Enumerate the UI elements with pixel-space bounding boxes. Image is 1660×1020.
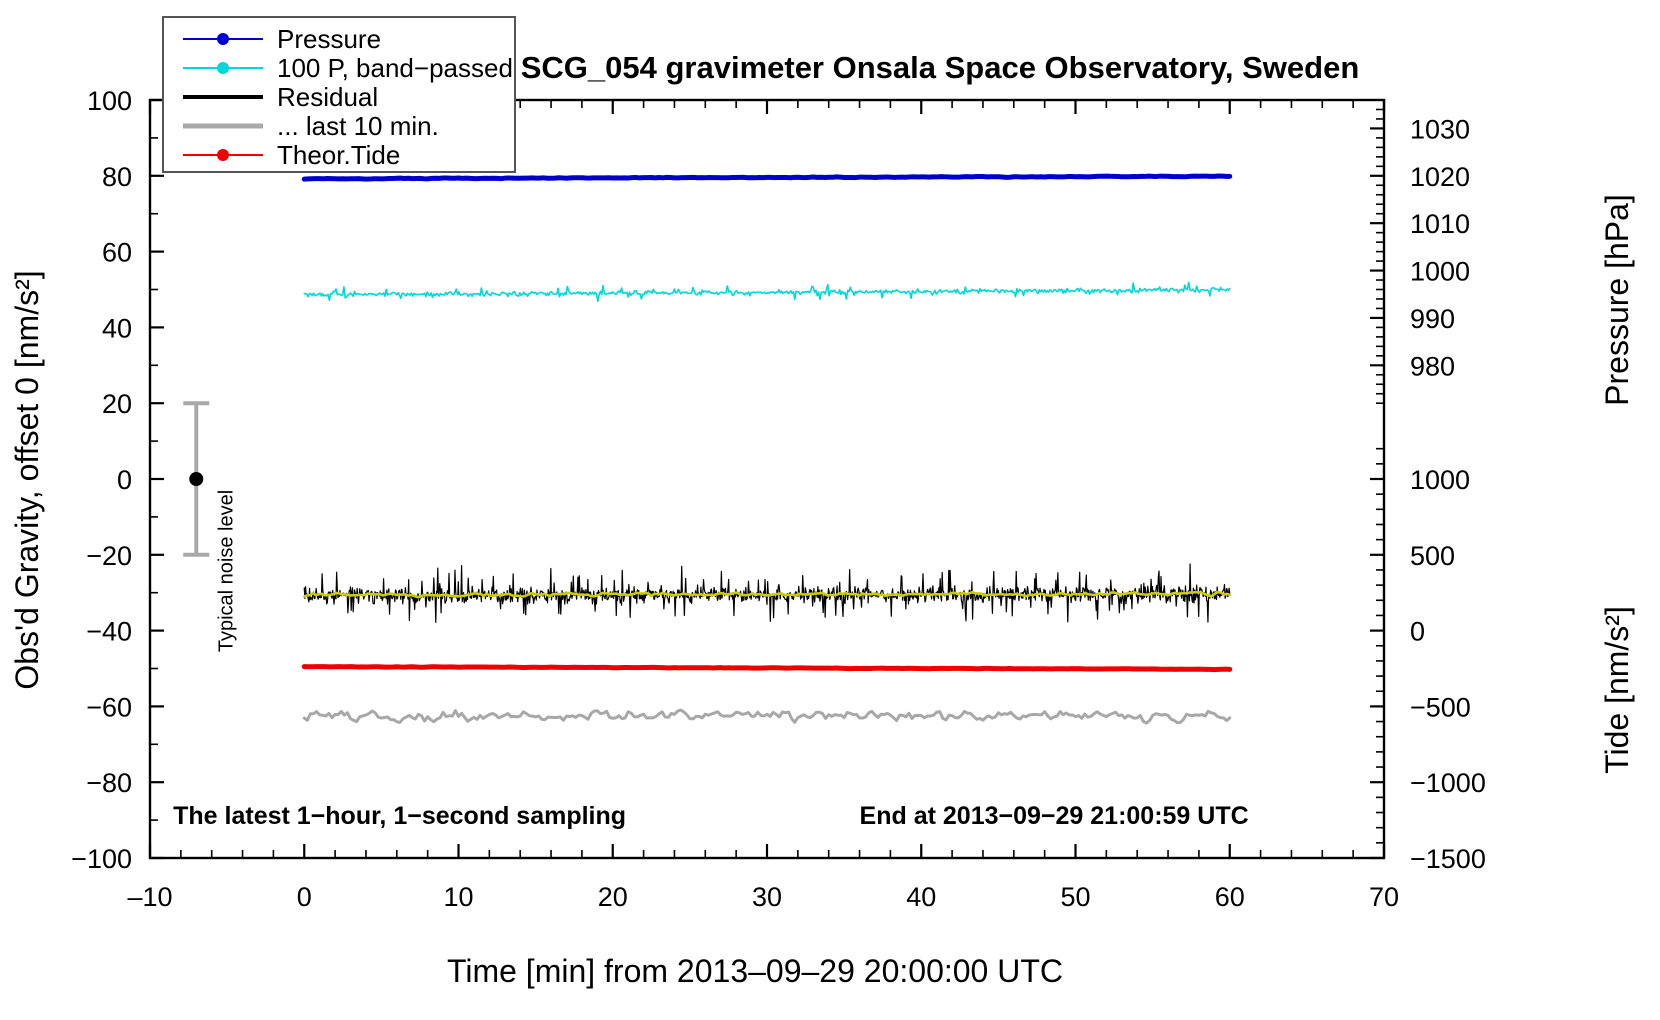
x-tick-label: ‒10 xyxy=(127,882,172,912)
typical-noise-level-label: Typical noise level xyxy=(215,490,237,652)
y-axis-title-left: Obs'd Gravity, offset 0 [nm/s²] xyxy=(9,270,45,689)
y-tick-label-tide: 1000 xyxy=(1410,465,1470,495)
y-tick-label-tide: −1500 xyxy=(1410,844,1486,874)
noise-bar-center-dot xyxy=(189,472,204,486)
y-tick-label-left: −100 xyxy=(71,844,132,874)
y-tick-label-left: −20 xyxy=(86,541,132,571)
x-tick-label: 20 xyxy=(598,882,628,912)
annotations-layer: Typical noise level The latest 1−hour, 1−… xyxy=(173,401,1249,830)
legend-label: Residual xyxy=(277,82,378,112)
y-tick-label-left: −80 xyxy=(86,768,132,798)
x-axis-title: Time [min] from 2013‒09‒29 20:00:00 UTC xyxy=(447,953,1063,989)
data-traces-layer xyxy=(301,173,1233,725)
trace-theor-tide xyxy=(301,664,1233,673)
y-tick-label-tide: −1000 xyxy=(1410,768,1486,798)
legend-marker-dot xyxy=(217,149,229,161)
legend-item-pressure[interactable]: Pressure xyxy=(183,24,381,54)
x-tick-label: 40 xyxy=(906,882,936,912)
legend-label: Theor.Tide xyxy=(277,140,400,170)
y-tick-label-pressure: 990 xyxy=(1410,304,1455,334)
legend-item-100-p-band-passed[interactable]: 100 P, band−passed xyxy=(183,53,513,83)
y-tick-label-left: −60 xyxy=(86,692,132,722)
legend-marker-dot xyxy=(217,62,229,74)
y-tick-label-pressure: 980 xyxy=(1410,351,1455,381)
end-time-note: End at 2013−09−29 21:00:59 UTC xyxy=(860,802,1249,830)
legend-item-residual[interactable]: Residual xyxy=(183,82,378,112)
x-tick-label: 50 xyxy=(1060,882,1090,912)
legend-label: ... last 10 min. xyxy=(277,111,439,141)
y-tick-label-tide: 0 xyxy=(1410,617,1425,647)
x-tick-label: 60 xyxy=(1215,882,1245,912)
x-tick-label: 0 xyxy=(297,882,312,912)
legend-item-theor-tide[interactable]: Theor.Tide xyxy=(183,140,400,170)
legend-label: 100 P, band−passed xyxy=(277,53,513,83)
x-tick-label: 30 xyxy=(752,882,782,912)
y-axis-title-pressure: Pressure [hPa] xyxy=(1599,194,1635,406)
y-axis-title-tide: Tide [nm/s²] xyxy=(1599,606,1635,774)
legend-marker-dot xyxy=(217,33,229,45)
y-tick-label-left: 60 xyxy=(102,238,132,268)
y-tick-label-tide: −500 xyxy=(1410,692,1471,722)
legend-item-last-10-min[interactable]: ... last 10 min. xyxy=(183,111,439,141)
tick-labels-layer: ‒10 0 10 20 30 40 50 60 70−100−80−60−40−20020406… xyxy=(71,86,1486,912)
trace-pressure xyxy=(301,173,1233,182)
y-tick-label-left: −40 xyxy=(86,617,132,647)
y-tick-label-left: 100 xyxy=(87,86,132,116)
page-title: SCG_054 gravimeter Onsala Space Observat… xyxy=(521,50,1360,85)
y-tick-label-tide: 500 xyxy=(1410,541,1455,571)
trace-last-10-min xyxy=(302,708,1232,725)
x-tick-label: 10 xyxy=(443,882,473,912)
y-tick-label-pressure: 1030 xyxy=(1410,114,1470,144)
y-tick-label-left: 0 xyxy=(117,465,132,495)
y-tick-label-pressure: 1020 xyxy=(1410,162,1470,192)
y-tick-label-pressure: 1000 xyxy=(1410,257,1470,287)
y-tick-label-left: 80 xyxy=(102,162,132,192)
x-tick-label: 70 xyxy=(1369,882,1399,912)
y-tick-label-left: 40 xyxy=(102,313,132,343)
trace-residual-smoothed xyxy=(302,590,1232,599)
legend-label: Pressure xyxy=(277,24,381,54)
sampling-note: The latest 1−hour, 1−second sampling xyxy=(173,802,626,830)
trace-100-p-band-passed xyxy=(303,281,1231,302)
trace-residual xyxy=(303,563,1231,624)
axes-layer xyxy=(148,98,1386,860)
y-tick-label-pressure: 1010 xyxy=(1410,209,1470,239)
y-tick-label-left: 20 xyxy=(102,389,132,419)
